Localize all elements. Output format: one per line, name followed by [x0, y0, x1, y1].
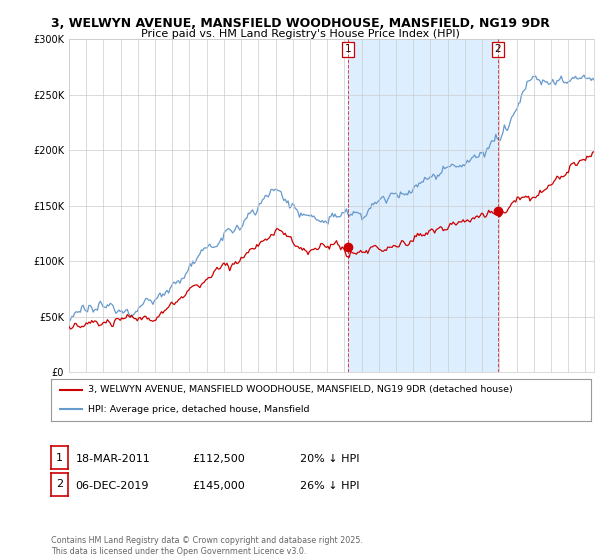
Text: 2: 2 — [494, 44, 501, 54]
Text: 2: 2 — [56, 479, 63, 489]
Text: 06-DEC-2019: 06-DEC-2019 — [76, 480, 149, 491]
Text: £112,500: £112,500 — [192, 454, 245, 464]
Text: £145,000: £145,000 — [192, 480, 245, 491]
Text: Contains HM Land Registry data © Crown copyright and database right 2025.
This d: Contains HM Land Registry data © Crown c… — [51, 536, 363, 556]
Text: 1: 1 — [344, 44, 351, 54]
Text: 3, WELWYN AVENUE, MANSFIELD WOODHOUSE, MANSFIELD, NG19 9DR: 3, WELWYN AVENUE, MANSFIELD WOODHOUSE, M… — [50, 17, 550, 30]
Text: 26% ↓ HPI: 26% ↓ HPI — [300, 480, 359, 491]
Bar — [348, 39, 498, 372]
Text: 1: 1 — [56, 452, 63, 463]
Text: 3, WELWYN AVENUE, MANSFIELD WOODHOUSE, MANSFIELD, NG19 9DR (detached house): 3, WELWYN AVENUE, MANSFIELD WOODHOUSE, M… — [88, 385, 512, 394]
Text: 20% ↓ HPI: 20% ↓ HPI — [300, 454, 359, 464]
Text: Price paid vs. HM Land Registry's House Price Index (HPI): Price paid vs. HM Land Registry's House … — [140, 29, 460, 39]
Text: 18-MAR-2011: 18-MAR-2011 — [76, 454, 151, 464]
Text: HPI: Average price, detached house, Mansfield: HPI: Average price, detached house, Mans… — [88, 405, 309, 414]
